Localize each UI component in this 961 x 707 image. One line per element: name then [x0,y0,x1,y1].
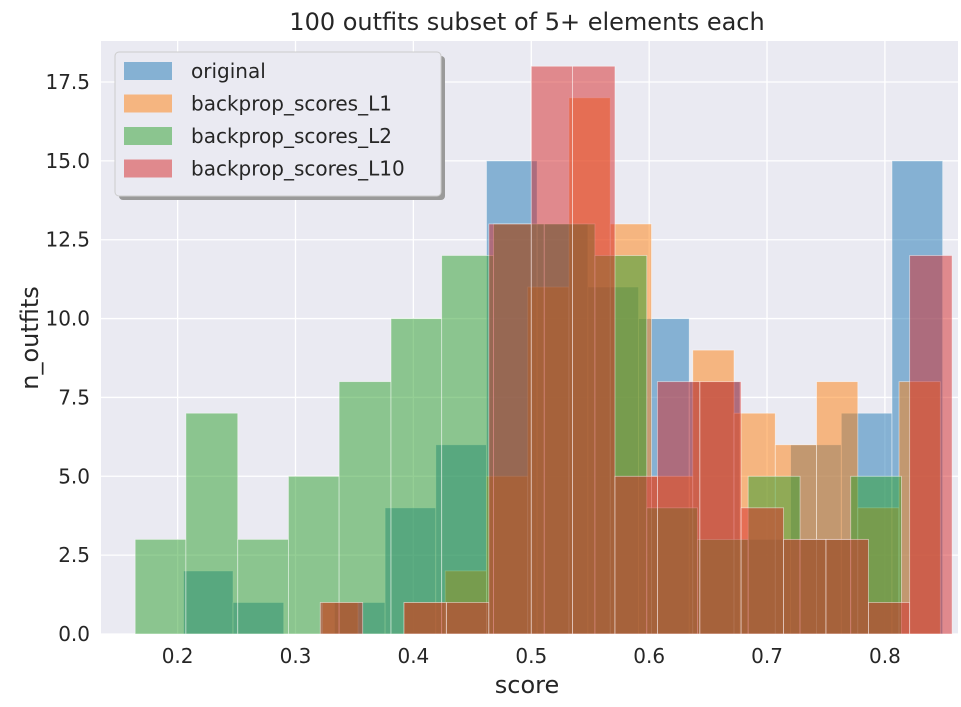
histogram-bar [319,602,364,635]
x-tick-label: 0.4 [397,644,429,668]
y-tick-label: 15.0 [45,149,90,173]
histogram-bar [783,538,827,635]
histogram-bar [699,381,742,635]
histogram-bar [134,538,187,635]
histogram-bars [134,65,953,635]
y-tick-label: 5.0 [58,464,90,488]
legend-label: backprop_scores_L2 [191,124,392,148]
legend-swatch [124,94,172,113]
legend-items: original backprop_scores_L1 backprop_score… [124,59,405,181]
legend-label: backprop_scores_L10 [191,157,405,181]
histogram-bar [185,412,239,635]
histogram-bar [740,507,784,635]
histogram-bar [530,65,573,635]
y-tick-label: 2.5 [58,543,90,567]
histogram-bar [390,318,443,635]
y-axis-label: n_outfits [16,286,44,390]
y-tick-label: 7.5 [58,385,90,409]
histogram-bar [909,255,953,635]
legend-swatch [124,127,172,145]
chart-title: 100 outfits subset of 5+ elements each [289,8,764,36]
legend-swatch [124,159,172,178]
histogram-bar [614,475,658,635]
histogram-bar [488,223,532,635]
histogram-bar [657,381,701,635]
histogram-bar [572,65,616,635]
x-tick-label: 0.2 [162,644,194,668]
x-tick-label: 0.8 [869,644,901,668]
x-tick-label: 0.5 [515,644,547,668]
series-bars [319,65,953,635]
legend-swatch [124,62,172,80]
histogram-bar [445,602,490,635]
y-tick-label: 10.0 [45,307,90,331]
legend-frame [114,51,442,197]
histogram-bar [237,538,289,635]
x-tick-label: 0.7 [751,644,783,668]
y-tick-label: 12.5 [45,228,90,252]
y-tick-label: 17.5 [45,70,90,94]
x-tick-label: 0.3 [280,644,312,668]
histogram-bar [441,255,494,635]
histogram-bar [338,381,392,635]
histogram-bar [868,602,911,635]
histogram-bar [825,538,869,635]
x-axis-label: score [495,671,560,699]
x-tick-label: 0.6 [633,644,665,668]
legend: original backprop_scores_L1 backprop_score… [114,51,445,200]
y-tick-label: 0.0 [58,622,90,646]
histogram-bar [403,602,447,635]
y-tick-labels: 0.0 2.5 5.0 7.5 10.0 12.5 15.0 17.5 [45,70,90,646]
x-tick-labels: 0.2 0.3 0.4 0.5 0.6 0.7 0.8 [162,644,901,668]
legend-label: original [191,59,266,83]
legend-label: backprop_scores_L1 [191,92,392,116]
